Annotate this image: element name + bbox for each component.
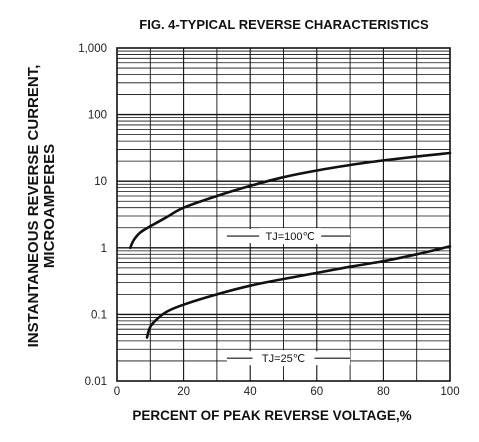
annotation-tj100: TJ=100℃ (265, 231, 314, 243)
y-tick-label: 10 (94, 176, 107, 188)
y-tick-label: 1 (101, 243, 107, 255)
annotation-tj25: TJ=25℃ (262, 353, 305, 365)
x-tick-label: 100 (440, 386, 459, 398)
y-tick-label: 1,000 (78, 43, 107, 55)
plot-frame (116, 47, 451, 382)
series-line-tj100 (129, 151, 452, 250)
y-axis-title: INSTANTANEOUS REVERSE CURRENT, MICROAMPE… (25, 65, 58, 348)
y-axis-title-line1: INSTANTANEOUS REVERSE CURRENT, (25, 65, 42, 348)
x-axis-tick-labels: 0 20 40 60 80 100 (114, 386, 460, 398)
x-tick-label: 60 (310, 386, 323, 398)
y-tick-label: 0.01 (85, 376, 107, 388)
series-line-tj25 (145, 245, 452, 339)
x-tick-label: 0 (114, 386, 120, 398)
x-tick-label: 40 (244, 386, 257, 398)
series-group (129, 151, 452, 339)
annotation-label-bg (252, 350, 315, 367)
x-tick-label: 80 (377, 386, 390, 398)
chart-title: FIG. 4-TYPICAL REVERSE CHARACTERISTICS (139, 17, 429, 32)
annotation-label-bg (259, 228, 322, 245)
y-axis-title-line2: MICROAMPERES (41, 144, 58, 268)
y-tick-label: 100 (88, 110, 107, 122)
y-axis-tick-labels: 0.01 0.1 1 10 100 1,000 (78, 43, 107, 388)
y-tick-label: 0.1 (91, 309, 107, 321)
x-tick-label: 20 (177, 386, 190, 398)
grid-minor (117, 48, 450, 381)
x-axis-title: PERCENT OF PEAK REVERSE VOLTAGE,% (132, 408, 411, 423)
grid-major (117, 48, 450, 381)
annotations: TJ=100℃ TJ=25℃ (226, 228, 351, 367)
